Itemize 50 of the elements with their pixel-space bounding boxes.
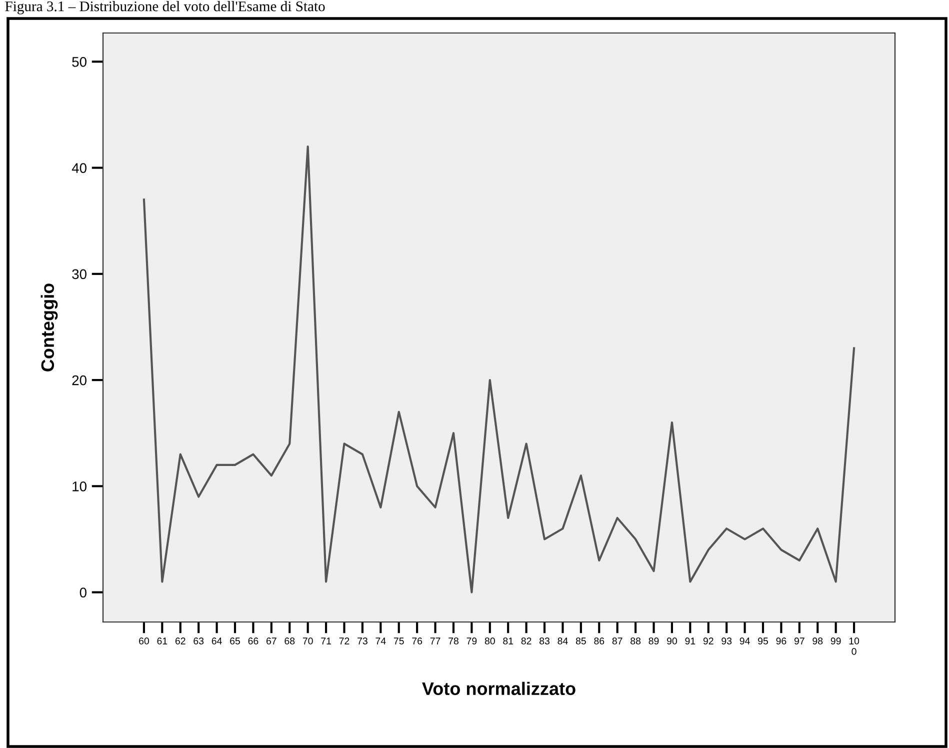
x-tick-label: 73 (358, 638, 368, 644)
x-tick-label: 61 (157, 638, 168, 644)
y-tick-label: 10 (72, 481, 86, 492)
x-tick-label: 70 (302, 638, 313, 644)
x-tick-label: 65 (230, 638, 240, 644)
x-tick-label: 63 (194, 638, 204, 644)
x-tick-label: 82 (521, 638, 532, 644)
x-tick-label: 10 0 (849, 638, 860, 655)
x-tick-label: 74 (376, 638, 386, 644)
x-tick-label: 89 (648, 638, 659, 644)
x-tick-label: 76 (412, 638, 422, 644)
x-tick-label: 93 (722, 638, 732, 644)
x-tick-label: 72 (339, 638, 350, 644)
x-tick-label: 83 (540, 638, 550, 644)
x-tick-label: 67 (266, 638, 276, 644)
x-tick-label: 77 (430, 638, 440, 644)
x-tick-label: 78 (448, 638, 458, 644)
y-tick-label: 30 (72, 269, 86, 280)
x-tick-label: 98 (812, 638, 823, 644)
x-tick-label: 97 (794, 638, 804, 644)
x-tick-label: 81 (503, 638, 514, 644)
x-tick-label: 79 (466, 638, 477, 644)
x-tick-label: 95 (758, 638, 768, 644)
x-tick-label: 71 (321, 638, 331, 644)
x-tick-label: 87 (612, 638, 622, 644)
x-tick-label: 86 (594, 638, 604, 644)
x-tick-label: 75 (394, 638, 404, 644)
x-tick-label: 60 (139, 638, 149, 644)
x-tick-label: 85 (576, 638, 586, 644)
line-series (142, 146, 856, 594)
x-tick-label: 64 (212, 638, 222, 644)
x-tick-label: 68 (284, 638, 295, 644)
x-tick-label: 80 (484, 638, 495, 644)
x-tick-label: 92 (703, 638, 714, 644)
x-tick-label: 88 (630, 638, 641, 644)
x-tick-label: 90 (667, 638, 677, 644)
x-axis-title: Voto normalizzato (422, 682, 576, 696)
y-axis-title: Conteggio (40, 284, 58, 372)
y-tick-label: 20 (72, 375, 86, 386)
x-tick-label: 91 (685, 638, 696, 644)
x-tick-label: 99 (830, 638, 841, 644)
x-tick-label: 94 (740, 638, 750, 644)
chart-title: Figura 3.1 – Distribuzione del voto dell'Esame di Stato (5, 1, 325, 14)
x-tick-label: 62 (175, 638, 186, 644)
x-tick-label: 96 (776, 638, 786, 644)
y-tick-label: 40 (72, 163, 86, 173)
y-tick-label: 0 (80, 588, 86, 598)
y-tick-label: 50 (72, 56, 86, 67)
x-tick-label: 84 (558, 638, 568, 644)
x-tick-label: 66 (248, 638, 258, 644)
